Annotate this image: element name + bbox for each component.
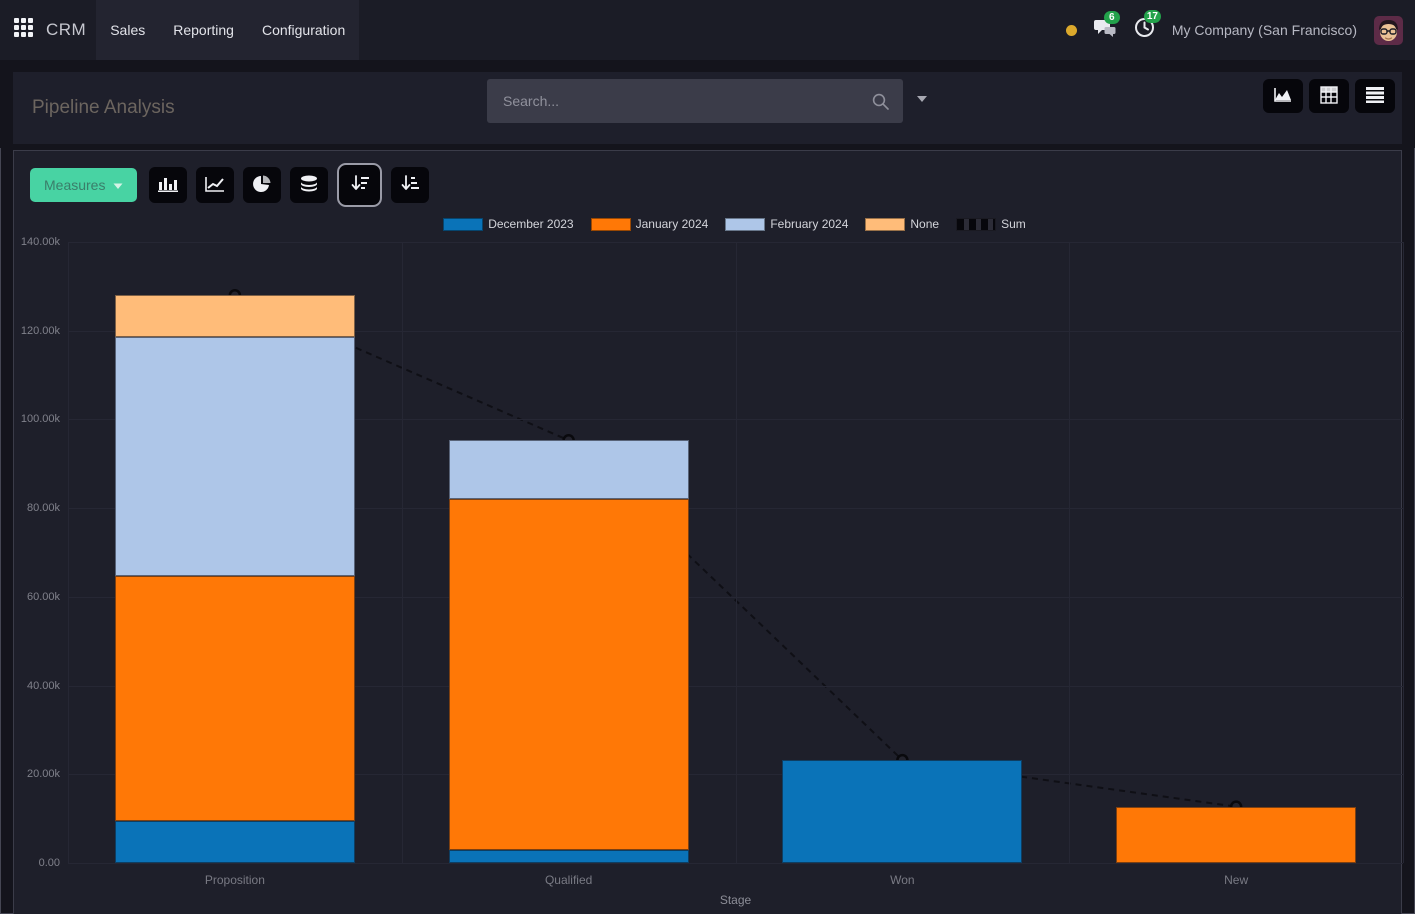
activities-count-badge: 17 — [1143, 10, 1161, 23]
bar-segment[interactable] — [448, 849, 689, 863]
x-axis-category-label: Won — [890, 873, 915, 887]
menu-sales[interactable]: Sales — [110, 22, 146, 38]
graph-view-panel: Measures — [13, 150, 1404, 914]
company-switcher[interactable]: My Company (San Francisco) — [1171, 22, 1357, 38]
page-title: Pipeline Analysis — [32, 97, 175, 118]
line-chart-icon — [205, 176, 225, 195]
messages-button[interactable]: 6 — [1093, 10, 1120, 43]
list-view-button[interactable] — [1355, 79, 1395, 113]
legend-item[interactable]: January 2024 — [590, 217, 709, 231]
pie-chart-button[interactable] — [243, 167, 282, 203]
legend-item[interactable]: December 2023 — [443, 217, 574, 231]
sort-asc-icon — [400, 174, 420, 196]
bar-segment[interactable] — [1116, 806, 1357, 863]
bar-segment[interactable] — [448, 498, 689, 850]
caret-down-icon — [113, 177, 123, 193]
y-axis-tick-label: 60.00k — [26, 590, 60, 603]
y-axis-tick-label: 100.00k — [20, 413, 60, 426]
legend-label: Sum — [1001, 217, 1026, 231]
stacked-icon — [300, 175, 318, 196]
pie-chart-icon — [253, 175, 271, 196]
area-chart-icon — [1273, 86, 1293, 107]
graph-toolbar: Measures — [30, 163, 430, 207]
caret-down-icon — [916, 90, 928, 107]
legend-swatch — [725, 217, 766, 231]
bar-chart-button[interactable] — [149, 167, 188, 203]
user-avatar[interactable] — [1374, 15, 1403, 45]
legend-swatch — [443, 217, 484, 231]
bar-segment[interactable] — [114, 820, 355, 863]
apps-menu-button[interactable] — [0, 18, 46, 42]
graph-view-button[interactable] — [1263, 79, 1303, 113]
x-axis-category-label: Qualified — [544, 873, 593, 887]
bar-segment[interactable] — [114, 295, 355, 338]
chart-legend: December 2023 January 2024 February 2024 No… — [68, 217, 1401, 231]
legend-item[interactable]: February 2024 — [725, 217, 848, 231]
search-icon[interactable] — [872, 93, 903, 110]
v-gridline — [68, 242, 69, 863]
measures-button[interactable]: Measures — [30, 168, 138, 202]
legend-item[interactable]: None — [865, 217, 939, 231]
x-axis-category-label: Proposition — [204, 873, 265, 887]
y-axis-tick-label: 0.00 — [38, 857, 60, 869]
legend-label: February 2024 — [770, 217, 849, 231]
list-icon — [1366, 86, 1384, 106]
y-axis-tick-label: 120.00k — [20, 324, 60, 337]
search-bar — [487, 79, 903, 123]
legend-label: January 2024 — [635, 217, 709, 231]
sort-descending-button[interactable] — [337, 163, 383, 207]
bar-segment[interactable] — [114, 337, 355, 576]
activity-status-dot[interactable] — [1065, 24, 1077, 36]
navbar-systray: 6 17 My Company (San Francisco) — [1065, 10, 1415, 45]
pivot-view-button[interactable] — [1309, 79, 1349, 113]
messages-count-badge: 6 — [1103, 10, 1120, 24]
bar-segment[interactable] — [448, 440, 689, 499]
navbar-left: CRM Sales Reporting Configuration — [0, 0, 360, 60]
search-options-toggle[interactable] — [916, 90, 928, 108]
activities-button[interactable]: 17 — [1134, 10, 1161, 43]
sort-ascending-button[interactable] — [391, 167, 430, 203]
v-gridline — [1069, 242, 1071, 863]
y-axis-tick-label: 140.00k — [20, 236, 60, 248]
measures-label: Measures — [44, 177, 106, 193]
legend-swatch — [956, 217, 997, 231]
legend-item[interactable]: Sum — [956, 217, 1026, 231]
menu-configuration[interactable]: Configuration — [261, 22, 346, 38]
legend-swatch — [590, 217, 631, 231]
menu-reporting[interactable]: Reporting — [173, 22, 234, 38]
chat-bubbles-icon — [1093, 18, 1117, 43]
bar-segment[interactable] — [114, 576, 355, 821]
v-gridline — [401, 242, 403, 863]
search-input[interactable] — [487, 93, 872, 109]
control-panel: Pipeline Analysis — [13, 72, 1402, 144]
x-axis-title: Stage — [719, 893, 752, 907]
sort-desc-icon — [350, 174, 370, 196]
line-chart-button[interactable] — [196, 167, 235, 203]
h-gridline — [68, 863, 1403, 864]
pivot-table-icon — [1320, 85, 1338, 107]
legend-label: December 2023 — [488, 217, 574, 231]
app-name[interactable]: CRM — [46, 20, 87, 39]
top-navbar: CRM Sales Reporting Configuration 6 — [0, 0, 1415, 60]
app-menu-sections: Sales Reporting Configuration — [96, 0, 360, 60]
stacked-toggle-button[interactable] — [290, 167, 329, 203]
apps-grid-icon — [13, 18, 33, 42]
bar-chart-icon — [158, 176, 179, 195]
bar-segment[interactable] — [782, 760, 1023, 863]
v-gridline — [735, 242, 737, 863]
x-axis-category-label: New — [1224, 873, 1249, 887]
y-axis-tick-label: 20.00k — [26, 768, 60, 781]
view-switcher — [1263, 79, 1395, 113]
v-gridline — [1403, 242, 1404, 863]
y-axis-tick-label: 40.00k — [26, 679, 60, 692]
legend-label: None — [910, 217, 940, 231]
legend-swatch — [865, 217, 906, 231]
pipeline-chart: December 2023 January 2024 February 2024 No… — [14, 151, 1404, 913]
y-axis-tick-label: 80.00k — [26, 502, 60, 515]
